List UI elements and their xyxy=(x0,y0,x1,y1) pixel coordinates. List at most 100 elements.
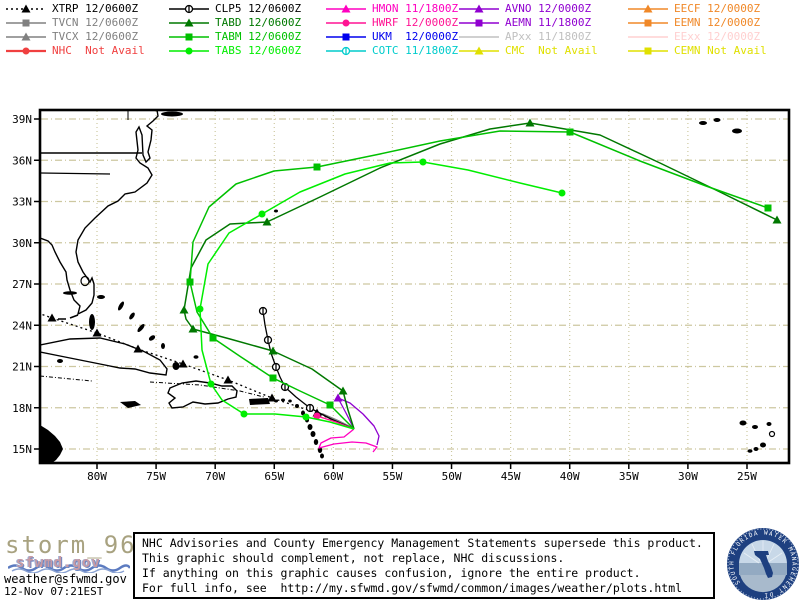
legend-swatch-tabm xyxy=(169,33,209,41)
sfwmd-seal-logo: SOUTH FLORIDA WATER MANAGEMENT DISTRICT xyxy=(726,527,799,600)
legend-entry-avno: AVNO 12/0000Z xyxy=(458,2,627,16)
logo-text: sfwmd.gov xyxy=(16,555,101,571)
legend-entry-cmc: CMC Not Avail xyxy=(458,44,627,58)
lon-label-50W: 50W xyxy=(442,470,462,483)
isle-of-youth xyxy=(57,359,63,363)
state-border-nc-sc xyxy=(41,172,111,175)
lon-label-30W: 30W xyxy=(678,470,698,483)
lake-okeechobee xyxy=(80,275,90,287)
track-hmon xyxy=(318,428,378,453)
legend-swatch-cotc xyxy=(326,46,366,56)
grid-layer xyxy=(41,111,788,462)
lon-label-55W: 55W xyxy=(383,470,403,483)
florida-keys xyxy=(58,314,79,320)
bahamas-islands xyxy=(63,291,199,370)
legend-entry-tabm: TABM 12/0600Z xyxy=(168,30,325,44)
azores-islands xyxy=(699,118,742,134)
plots-url[interactable]: http://my.sfwmd.gov/sfwmd/common/images/… xyxy=(280,581,683,595)
model-legend: XTRP 12/0600Z CLP5 12/0600Z HMON 11/1800Z A… xyxy=(5,2,797,58)
legend-entry-tabd: TABD 12/0600Z xyxy=(168,16,325,30)
legend-label: NHC Not Avail xyxy=(52,44,145,57)
legend-entry-xtrp: XTRP 12/0600Z xyxy=(5,2,168,16)
map-border xyxy=(38,108,791,465)
legend-swatch-nhc xyxy=(6,47,46,55)
legend-label: EExx 12/0000Z xyxy=(674,30,761,43)
track-tabs xyxy=(196,158,566,430)
legend-swatch-avno xyxy=(459,4,499,13)
legend-label: TABD 12/0600Z xyxy=(215,16,302,29)
disclaimer-line-1: NHC Advisories and County Emergency Mana… xyxy=(142,536,703,550)
legend-label: APxx 11/1800Z xyxy=(505,30,592,43)
legend-entry-eexx: EExx 12/0000Z xyxy=(627,30,787,44)
lon-label-45W: 45W xyxy=(501,470,521,483)
legend-swatch-hmon xyxy=(326,4,366,13)
legend-entry-eecf: EECF 12/0000Z xyxy=(627,2,787,16)
legend-entry-apxx: APxx 11/1800Z xyxy=(458,30,627,44)
cuba xyxy=(41,337,168,376)
legend-entry-tvcx: TVCX 12/0600Z xyxy=(5,30,168,44)
legend-label: HWRF 12/0000Z xyxy=(372,16,459,29)
legend-swatch-eecf xyxy=(628,4,668,13)
legend-entry-tabs: TABS 12/0600Z xyxy=(168,44,325,58)
lon-label-80W: 80W xyxy=(87,470,107,483)
florida-silhouette-icon xyxy=(754,551,773,578)
legend-label: EECF 12/0000Z xyxy=(674,2,761,15)
sfwmd-logo: sfwmd.gov xyxy=(7,555,132,574)
legend-swatch-eexx xyxy=(628,36,668,38)
lat-label-18N: 18N xyxy=(12,402,32,415)
lesser-antilles xyxy=(274,398,324,459)
logo-wave-icon xyxy=(7,564,132,574)
cape-verde-islands xyxy=(739,420,776,453)
legend-swatch-ukm xyxy=(326,33,366,41)
legend-label: AEMN 11/1800Z xyxy=(505,16,592,29)
legend-entry-hwrf: HWRF 12/0000Z xyxy=(325,16,458,30)
contact-email: weather@sfwmd.gov xyxy=(4,572,127,586)
legend-swatch-cemn xyxy=(628,47,668,55)
coastline-us xyxy=(41,111,159,316)
legend-label: EEMN 12/0000Z xyxy=(674,16,761,29)
legend-label: CLP5 12/0600Z xyxy=(215,2,302,15)
lon-label-40W: 40W xyxy=(560,470,580,483)
lon-label-65W: 65W xyxy=(264,470,284,483)
lat-label-15N: 15N xyxy=(12,443,32,456)
track-tabd xyxy=(179,118,782,430)
lon-label-75W: 75W xyxy=(146,470,166,483)
lon-label-70W: 70W xyxy=(205,470,225,483)
lat-label-24N: 24N xyxy=(12,319,32,332)
long-island xyxy=(161,111,183,117)
legend-entry-ukm: UKM 12/0000Z xyxy=(325,30,458,44)
lon-label-35W: 35W xyxy=(619,470,639,483)
legend-swatch-tabd xyxy=(169,18,209,27)
legend-label: TVCN 12/0600Z xyxy=(52,16,139,29)
legend-swatch-apxx xyxy=(459,36,499,38)
central-america xyxy=(41,425,63,462)
legend-entry-eemn: EEMN 12/0000Z xyxy=(627,16,787,30)
legend-label: AVNO 12/0000Z xyxy=(505,2,592,15)
legend-swatch-tvcx xyxy=(6,32,46,41)
legend-label: TVCX 12/0600Z xyxy=(52,30,139,43)
legend-entry-clp5: CLP5 12/0600Z xyxy=(168,2,325,16)
disclaimer-box: NHC Advisories and County Emergency Mana… xyxy=(133,532,715,599)
lon-label-25W: 25W xyxy=(737,470,757,483)
track-tabm xyxy=(186,128,772,430)
disclaimer-line-4: For full info, see http://my.sfwmd.gov/s… xyxy=(142,581,683,595)
legend-entry-cotc: COTC 11/1800Z xyxy=(325,44,458,58)
lat-label-33N: 33N xyxy=(12,196,32,209)
track-avno xyxy=(333,393,380,446)
storm-title: storm_96 xyxy=(5,531,137,559)
legend-swatch-xtrp xyxy=(6,4,46,13)
legend-entry-nhc: NHC Not Avail xyxy=(5,44,168,58)
lat-label-27N: 27N xyxy=(12,278,32,291)
legend-entry-hmon: HMON 11/1800Z xyxy=(325,2,458,16)
legend-entry-aemn: AEMN 11/1800Z xyxy=(458,16,627,30)
legend-entry-cemn: CEMN Not Avail xyxy=(627,44,787,58)
lat-label-30N: 30N xyxy=(12,237,32,250)
legend-label: XTRP 12/0600Z xyxy=(52,2,139,15)
axis-labels: 39N 36N 33N 30N 27N 24N 21N 18N 15N 80W 75W 70W 65W 6… xyxy=(12,113,757,483)
legend-label: CMC Not Avail xyxy=(505,44,598,57)
legend-swatch-tvcn xyxy=(6,19,46,27)
coastline-layer xyxy=(41,111,776,462)
legend-swatch-eemn xyxy=(628,19,668,27)
puerto-rico xyxy=(249,398,270,405)
